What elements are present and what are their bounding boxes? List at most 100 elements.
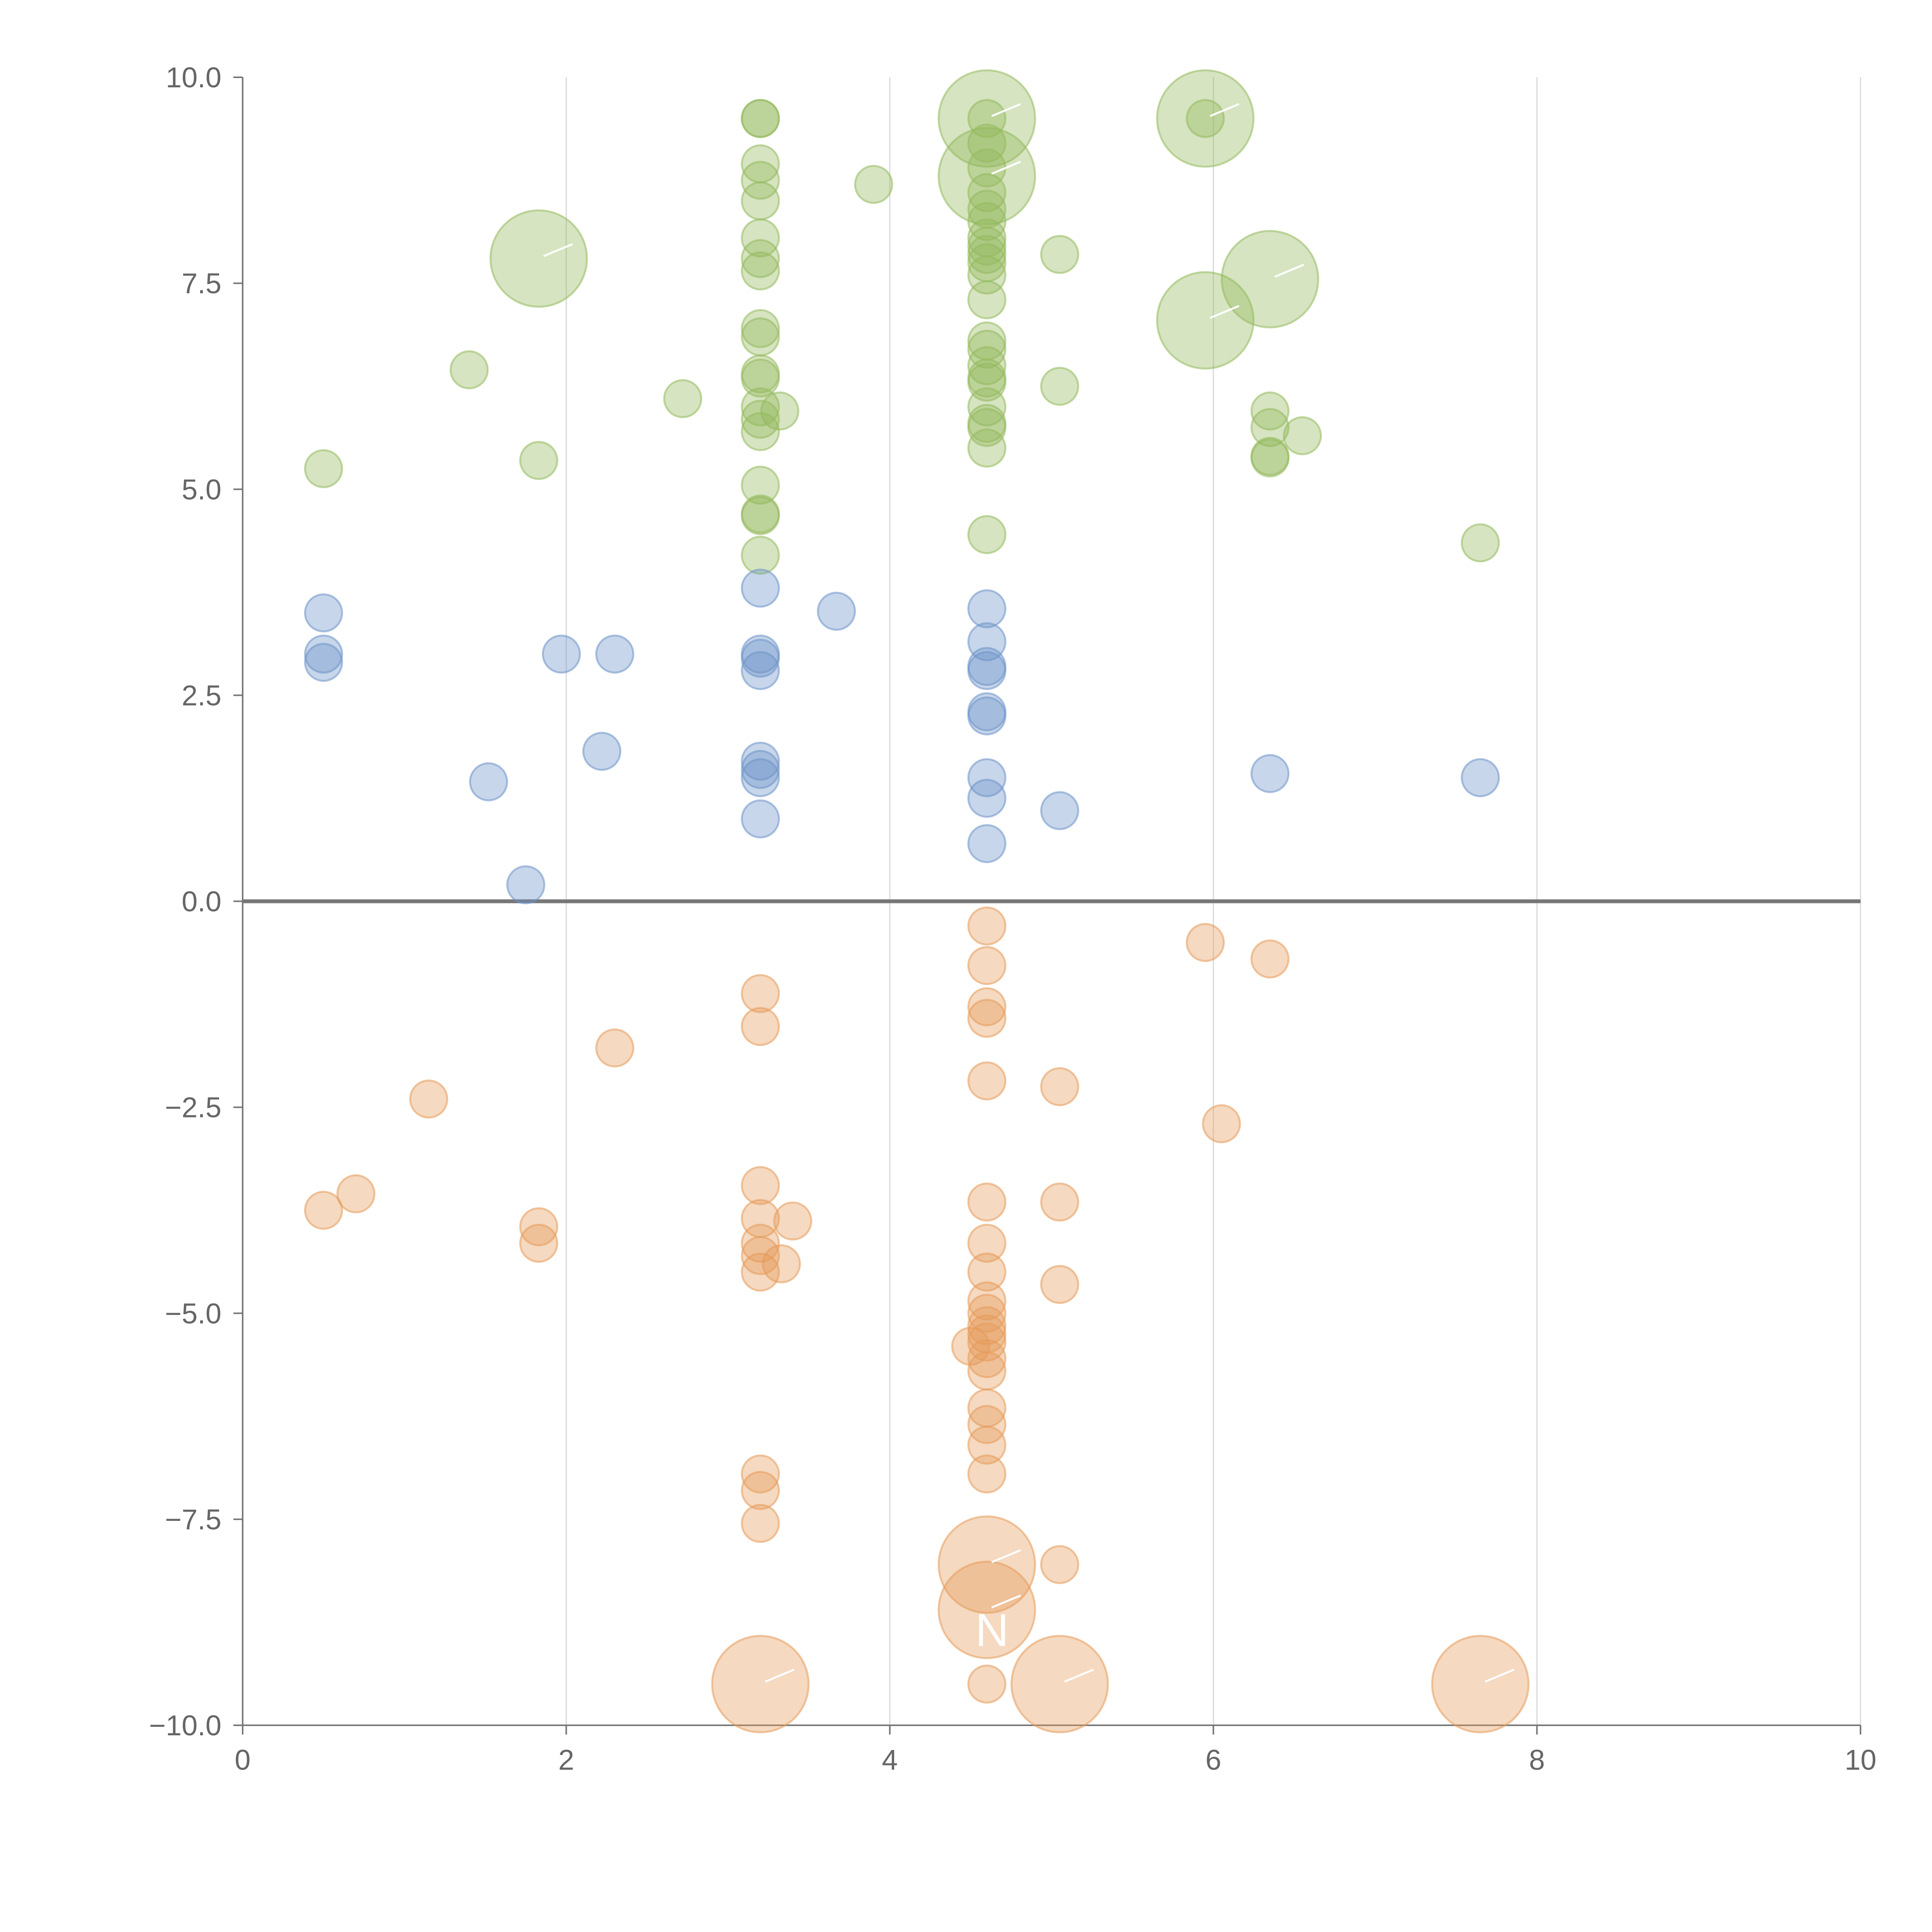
green-data-point: [741, 317, 780, 357]
blue-data-point: [582, 731, 622, 771]
green-data-point: [741, 181, 780, 221]
green-data-point: [1282, 416, 1322, 456]
green-data-point: [741, 466, 780, 505]
x-tick-label: 4: [882, 1744, 898, 1776]
green-data-point: [519, 441, 558, 480]
green-data-point: [1461, 523, 1500, 563]
bubble-label-leader-line: [543, 243, 573, 257]
orange-data-point: [967, 1306, 1007, 1345]
green-data-point: [967, 387, 1007, 427]
green-data-point: [741, 218, 780, 258]
orange-data-point: [967, 1405, 1007, 1444]
blue-data-point: [304, 593, 343, 633]
orange-data-point: [304, 1190, 343, 1230]
bubble-label-leader-line: [991, 1594, 1021, 1609]
blue-data-point: [817, 592, 856, 631]
green-data-point: [967, 346, 1007, 385]
blue-data-point: [1461, 758, 1500, 798]
orange-data-point: [519, 1223, 558, 1263]
bubble-label-leader-line: [1274, 264, 1304, 278]
orange-data-point: [1185, 923, 1225, 962]
orange-data-point: [967, 1425, 1007, 1465]
blue-data-point: [741, 758, 780, 798]
orange-data-point: [741, 1504, 780, 1543]
x-tick-label: 10: [1845, 1744, 1876, 1776]
orange-data-point: [741, 1166, 780, 1205]
green-data-point: [741, 358, 780, 398]
orange-data-point: [336, 1174, 376, 1214]
green-data-point: [1040, 367, 1079, 406]
blue-data-point: [741, 742, 780, 781]
green-data-point: [741, 239, 780, 278]
y-tick-label: 5.0: [182, 473, 221, 505]
orange-data-point: [967, 946, 1007, 985]
blue-data-point: [967, 824, 1007, 863]
green-data-point: [489, 209, 588, 308]
orange-data-point: [951, 1327, 990, 1366]
green-data-point: [967, 280, 1007, 320]
orange-data-point: [967, 1339, 1007, 1378]
orange-data-point: [762, 1244, 801, 1284]
orange-data-point: [773, 1201, 813, 1241]
orange-data-point: [967, 1294, 1007, 1333]
blue-data-point: [967, 758, 1007, 798]
blue-data-point: [967, 651, 1007, 690]
y-tick-label: −10.0: [149, 1709, 221, 1742]
orange-data-point: [967, 987, 1007, 1026]
blue-data-point: [1250, 754, 1290, 793]
orange-data-point: [1040, 1265, 1079, 1304]
orange-data-point: [967, 1061, 1007, 1100]
green-data-point: [304, 449, 343, 488]
orange-data-point: [967, 1322, 1007, 1362]
blue-data-point: [741, 651, 780, 690]
bubble-label-leader-line: [991, 161, 1021, 175]
green-data-point: [967, 429, 1007, 468]
orange-data-point: [1250, 939, 1290, 979]
blue-data-point: [542, 634, 581, 674]
green-data-point: [1040, 235, 1079, 274]
annotations: N: [543, 103, 1515, 1683]
bubble-label-leader-line: [1209, 305, 1240, 319]
green-data-point: [937, 69, 1036, 168]
orange-data-point: [409, 1079, 449, 1119]
orange-data-point: [967, 906, 1007, 946]
x-tick-label: 8: [1529, 1744, 1545, 1776]
green-data-point: [449, 350, 489, 389]
y-tick-label: −5.0: [165, 1298, 221, 1330]
bubble-label-leader-line: [991, 1549, 1021, 1563]
green-data-point: [1156, 69, 1255, 168]
green-data-point: [741, 496, 780, 535]
orange-data-point: [741, 1223, 780, 1263]
orange-data-point: [1202, 1104, 1241, 1143]
bubble-annotation: N: [975, 1604, 1009, 1656]
orange-data-point: [1040, 1545, 1079, 1584]
orange-data-point: [595, 1028, 634, 1068]
green-data-point: [967, 408, 1007, 447]
y-tick-label: −7.5: [165, 1503, 221, 1536]
orange-data-point: [967, 1252, 1007, 1292]
y-tick-label: 2.5: [182, 679, 221, 711]
y-tick-label: 7.5: [182, 267, 221, 299]
y-tick-label: 0.0: [182, 886, 221, 918]
green-data-point: [967, 226, 1007, 266]
blue-data-point: [304, 634, 343, 674]
orange-data-point: [741, 1007, 780, 1046]
x-tick-label: 2: [558, 1744, 574, 1776]
bubble-label-leader-line: [1485, 1668, 1515, 1683]
x-tick-label: 0: [235, 1744, 250, 1776]
green-data-point: [1250, 438, 1290, 478]
blue-data-point: [1040, 791, 1079, 830]
green-data-point: [741, 251, 780, 291]
orange-data-point: [967, 1182, 1007, 1222]
blue-data-point: [595, 634, 634, 674]
data-points: [304, 69, 1530, 1733]
orange-data-point: [711, 1635, 810, 1733]
orange-data-point: [1040, 1182, 1079, 1222]
blue-data-point: [741, 638, 780, 678]
green-data-point: [741, 536, 780, 575]
green-data-point: [1156, 271, 1255, 370]
x-tick-label: 6: [1206, 1744, 1221, 1776]
bubble-label-leader-line: [765, 1668, 795, 1683]
orange-data-point: [741, 974, 780, 1013]
